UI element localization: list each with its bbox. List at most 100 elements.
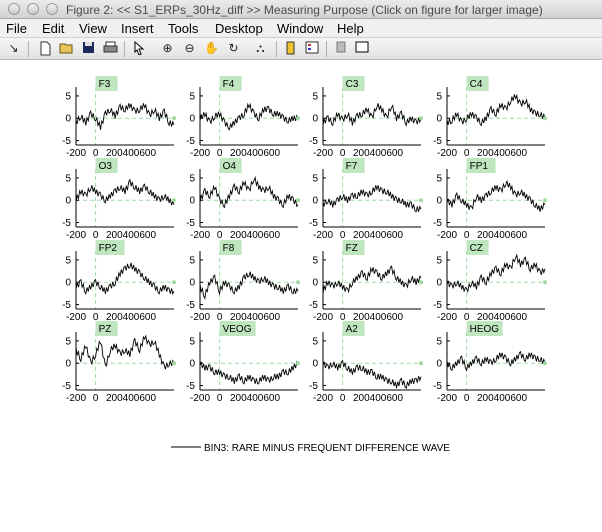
- x-tick-label: -200: [313, 312, 333, 323]
- toolbar-separator: [326, 41, 327, 57]
- erp-panel-fp1: 5 0 -5-200 0 200400600 FP1: [433, 158, 547, 241]
- plot-box-icon[interactable]: [354, 41, 369, 56]
- y-tick-label: -5: [186, 300, 195, 311]
- x-tick-label: 0: [464, 148, 470, 159]
- channel-label: F8: [223, 243, 235, 254]
- save-icon[interactable]: [81, 41, 96, 56]
- colorbar-icon[interactable]: [283, 41, 298, 56]
- channel-label-box: [466, 240, 489, 255]
- x-tick-label: 200400600: [477, 393, 527, 404]
- new-file-icon[interactable]: [38, 41, 53, 56]
- x-tick-label: 0: [464, 230, 470, 241]
- rotate-icon[interactable]: ↻: [228, 41, 239, 55]
- erp-panel-pz: 5 0 -5-200 0 200400600 PZ: [62, 321, 176, 404]
- x-tick-label: -200: [66, 148, 86, 159]
- y-tick-label: 5: [189, 91, 195, 102]
- y-tick-label: -5: [309, 381, 318, 392]
- zoom-in-icon[interactable]: ⊕: [162, 41, 173, 55]
- channel-label-box: [219, 158, 242, 173]
- y-tick-label: 5: [189, 173, 195, 184]
- channel-label: C3: [346, 79, 359, 90]
- y-tick-label: 0: [189, 278, 195, 289]
- erp-waveform: [322, 265, 422, 294]
- x-tick-label: -200: [66, 230, 86, 241]
- y-tick-label: -5: [62, 381, 71, 392]
- pan-icon[interactable]: ✋: [204, 41, 219, 55]
- channel-label-box: [342, 240, 365, 255]
- baseline-end-marker: [296, 116, 300, 121]
- erp-panel-veog: 5 0 -5-200 0 200400600 VEOG: [186, 321, 300, 404]
- channel-label: F7: [346, 161, 358, 172]
- pointer-icon[interactable]: [132, 40, 147, 56]
- x-tick-label: -200: [190, 230, 210, 241]
- y-tick-label: -5: [186, 218, 195, 229]
- toolbar-separator: [28, 41, 29, 57]
- x-tick-label: -200: [66, 393, 86, 404]
- channel-label: O3: [99, 161, 113, 172]
- erp-waveform: [199, 271, 299, 300]
- data-cursor-icon[interactable]: ⛬: [256, 41, 265, 55]
- menu-desktop[interactable]: Desktop: [215, 21, 263, 36]
- erp-panel-o4: 5 0 -5-200 0 200400600 O4: [186, 158, 300, 241]
- menu-tools[interactable]: Tools: [168, 21, 199, 36]
- x-tick-label: 0: [93, 393, 99, 404]
- erp-waveform: [446, 253, 546, 294]
- channel-label-box: [342, 76, 365, 91]
- erp-panel-cz: 5 0 -5-200 0 200400600 CZ: [433, 240, 547, 323]
- open-folder-icon[interactable]: [59, 41, 74, 56]
- x-tick-label: 0: [93, 230, 99, 241]
- channel-label-box: [95, 240, 125, 255]
- menu-insert[interactable]: Insert: [121, 21, 154, 36]
- y-tick-label: 5: [312, 91, 318, 102]
- channel-label-box: [342, 158, 365, 173]
- figure-canvas[interactable]: 5 0 -5 -200 0 200400600 F3 5 0 -5 -200 0 200400600 F4…: [0, 60, 602, 527]
- channel-label: C4: [470, 79, 483, 90]
- x-tick-label: -200: [313, 230, 333, 241]
- y-tick-label: 0: [436, 196, 442, 207]
- erp-waveform: [75, 103, 175, 130]
- x-tick-label: 0: [340, 312, 346, 323]
- zoom-out-icon[interactable]: ⊖: [184, 41, 195, 55]
- baseline-end-marker: [419, 280, 423, 285]
- x-tick-label: 200400600: [477, 230, 527, 241]
- erp-panel-c4: 5 0 -5-200 0 200400600 C4: [433, 76, 547, 159]
- erp-panel-a2: 5 0 -5-200 0 200400600 A2: [309, 321, 423, 404]
- y-tick-label: -5: [433, 381, 442, 392]
- x-tick-label: -200: [313, 393, 333, 404]
- close-window-button[interactable]: [8, 3, 20, 15]
- legend-icon[interactable]: [304, 41, 319, 56]
- grid-icon[interactable]: [333, 41, 348, 56]
- y-tick-label: 5: [436, 336, 442, 347]
- erp-waveform: [199, 102, 299, 131]
- x-tick-label: 0: [217, 312, 223, 323]
- y-tick-label: -5: [62, 218, 71, 229]
- menu-help[interactable]: Help: [337, 21, 364, 36]
- x-tick-label: 200400600: [106, 230, 156, 241]
- baseline-end-marker: [543, 280, 547, 285]
- x-tick-label: 0: [464, 393, 470, 404]
- x-tick-label: 200400600: [353, 393, 403, 404]
- x-tick-label: 0: [93, 312, 99, 323]
- y-tick-label: 0: [312, 278, 318, 289]
- window-title: Figure 2: << S1_ERPs_30Hz_diff >> Measur…: [66, 3, 543, 17]
- menu-edit[interactable]: Edit: [42, 21, 65, 36]
- erp-waveform: [75, 334, 175, 370]
- x-tick-label: 200400600: [353, 312, 403, 323]
- minimize-window-button[interactable]: [27, 3, 39, 15]
- x-tick-label: 200400600: [106, 312, 156, 323]
- y-tick-label: 0: [436, 114, 442, 125]
- erp-waveform: [446, 180, 546, 212]
- baseline-end-marker: [296, 280, 300, 285]
- zoom-window-button[interactable]: [46, 3, 58, 15]
- baseline-end-marker: [172, 116, 176, 121]
- channel-label: A2: [346, 324, 359, 335]
- arrow-icon[interactable]: ↘: [8, 41, 19, 55]
- menu-file[interactable]: File: [6, 21, 27, 36]
- erp-waveform: [322, 185, 422, 213]
- print-icon[interactable]: [103, 41, 118, 56]
- erp-panel-fz: 5 0 -5-200 0 200400600 FZ: [309, 240, 423, 323]
- menu-window[interactable]: Window: [277, 21, 324, 36]
- baseline-end-marker: [172, 361, 176, 366]
- menu-view[interactable]: View: [79, 21, 107, 36]
- y-tick-label: -5: [186, 136, 195, 147]
